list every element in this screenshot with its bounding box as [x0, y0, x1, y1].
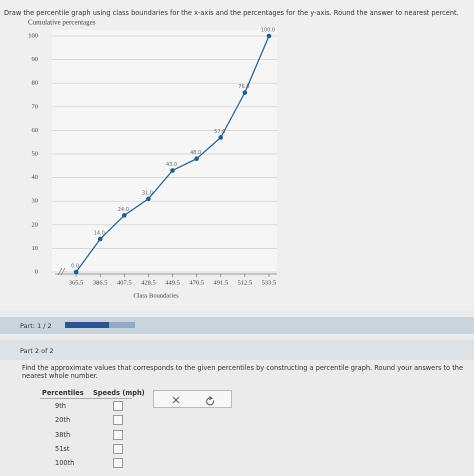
y-tick-label: 60 — [32, 127, 39, 134]
part-header-label: Part 2 of 2 — [20, 347, 54, 355]
x-tick-label: 512.5 — [238, 279, 253, 286]
x-tick-label: 386.5 — [93, 279, 108, 286]
table-header: Speeds (mph) — [93, 389, 145, 397]
y-tick-label: 0 — [35, 268, 38, 275]
clear-button[interactable] — [172, 396, 180, 404]
data-label: 57.0 — [214, 129, 225, 135]
progress-track — [65, 322, 135, 328]
data-label: 43.0 — [166, 162, 177, 168]
tool-icons — [172, 396, 215, 406]
data-label: 100.0 — [261, 28, 275, 34]
y-tick-label: 40 — [32, 174, 39, 181]
percentile-label: 51st — [55, 444, 70, 453]
data-label: 76.0 — [238, 84, 249, 90]
part-bar — [0, 317, 474, 334]
y-tick-label: 80 — [32, 80, 39, 87]
percentile-label: 20th — [55, 416, 71, 425]
speed-input[interactable] — [113, 401, 123, 411]
tool-box — [153, 390, 232, 408]
data-label: 14.0 — [94, 230, 105, 236]
data-point — [97, 236, 103, 242]
instruction: Draw the percentile graph using class bo… — [4, 9, 459, 17]
speed-input[interactable] — [113, 429, 123, 440]
data-label: 0.0 — [71, 264, 79, 270]
x-tick-label: 365.5 — [69, 279, 84, 286]
table-rule — [40, 398, 132, 399]
y-tick-label: 20 — [32, 221, 39, 228]
y-tick-label: 70 — [32, 103, 39, 110]
data-point — [218, 135, 224, 140]
x-tick-label: 428.5 — [141, 279, 156, 286]
percentile-label: 38th — [55, 430, 71, 439]
data-point — [170, 168, 175, 173]
y-tick-label: 50 — [32, 150, 39, 157]
undo-button[interactable] — [206, 396, 215, 406]
data-point — [266, 33, 272, 39]
percentile-label: 9th — [55, 402, 66, 410]
y-axis-label: Cumulative percentages — [28, 19, 96, 27]
speed-input[interactable] — [113, 458, 123, 469]
data-point — [242, 90, 248, 95]
percentile-label: 100th — [55, 459, 75, 468]
x-tick-label: 533.5 — [262, 279, 277, 286]
x-tick-label: 491.5 — [213, 279, 228, 286]
x-axis-label: Class Boundaries — [133, 292, 179, 299]
data-point — [73, 269, 79, 275]
chart: Cumulative percentages Class Boundaries … — [28, 19, 277, 299]
table-header: Percentiles — [42, 389, 84, 397]
data-point — [122, 213, 127, 218]
x-tick-label: 449.5 — [165, 279, 180, 286]
question-text: Find the approximate values that corresp… — [22, 364, 464, 380]
y-tick-label: 10 — [32, 245, 39, 252]
speed-input[interactable] — [113, 443, 123, 454]
part-label: Part: 1 / 2 — [20, 322, 52, 330]
x-tick-label: 470.5 — [189, 279, 204, 286]
data-label: 48.0 — [190, 150, 201, 156]
y-tick-label: 100 — [28, 32, 38, 39]
data-point — [146, 196, 151, 202]
data-point — [194, 156, 199, 162]
y-tick-label: 90 — [32, 56, 39, 63]
data-label: 31.0 — [142, 190, 153, 196]
data-label: 24.0 — [118, 207, 129, 213]
plot-area — [52, 30, 277, 275]
y-tick-label: 30 — [32, 198, 39, 205]
progress-fill — [65, 322, 109, 328]
x-tick-label: 407.5 — [117, 279, 132, 286]
part-header — [0, 340, 474, 360]
speed-input[interactable] — [113, 415, 123, 426]
